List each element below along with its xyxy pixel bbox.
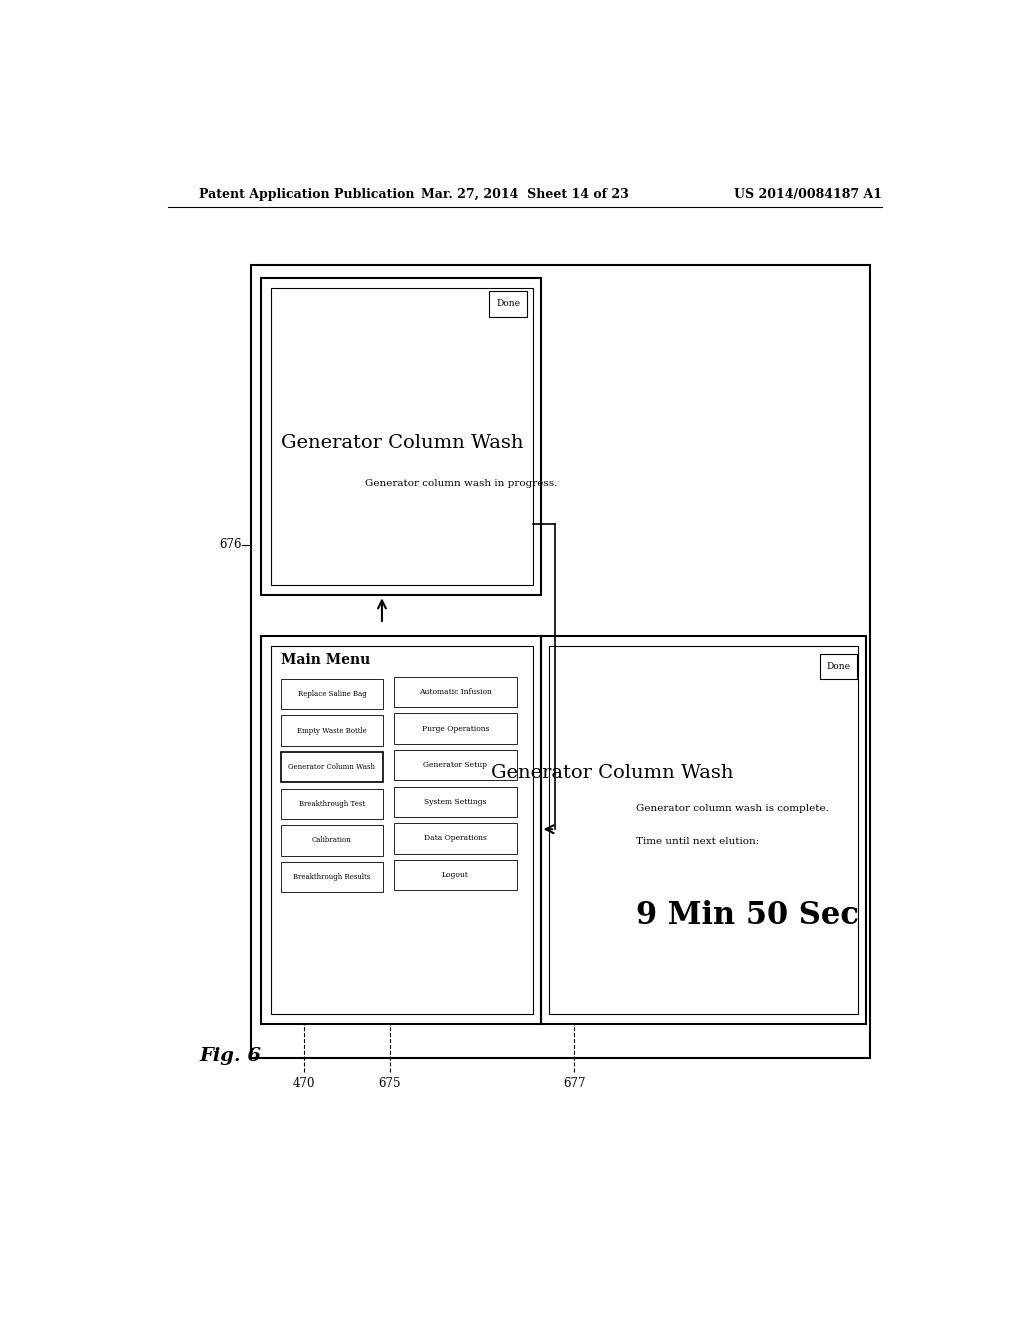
Text: Main Menu: Main Menu: [282, 652, 371, 667]
Text: Data Operations: Data Operations: [424, 834, 486, 842]
Text: Logout: Logout: [442, 871, 469, 879]
Bar: [261, 279, 541, 595]
Text: Empty Waste Bottle: Empty Waste Bottle: [297, 726, 367, 735]
Bar: [282, 862, 383, 892]
Text: Done: Done: [497, 300, 520, 309]
Text: Done: Done: [826, 663, 850, 671]
Bar: [820, 655, 856, 678]
Bar: [270, 647, 532, 1014]
Bar: [282, 715, 383, 746]
Text: Breakthrough Test: Breakthrough Test: [299, 800, 365, 808]
Text: 676: 676: [219, 539, 242, 552]
Bar: [549, 647, 858, 1014]
Text: Patent Application Publication: Patent Application Publication: [200, 187, 415, 201]
Bar: [394, 750, 517, 780]
Bar: [270, 289, 532, 585]
Text: Generator Column Wash: Generator Column Wash: [289, 763, 376, 771]
Text: 9 Min 50 Sec: 9 Min 50 Sec: [636, 900, 859, 931]
Bar: [251, 265, 870, 1057]
Text: 677: 677: [563, 1077, 586, 1090]
Text: Replace Saline Bag: Replace Saline Bag: [298, 690, 367, 698]
Text: 675: 675: [379, 1077, 401, 1090]
Text: Generator Column Wash: Generator Column Wash: [490, 764, 733, 783]
Bar: [394, 677, 517, 708]
Bar: [489, 290, 527, 317]
Bar: [282, 788, 383, 818]
Text: Generator column wash is complete.: Generator column wash is complete.: [636, 804, 828, 813]
Text: Generator Setup: Generator Setup: [423, 762, 487, 770]
Bar: [394, 824, 517, 854]
Text: Generator Column Wash: Generator Column Wash: [281, 434, 523, 451]
Text: 470: 470: [293, 1077, 315, 1090]
Text: Purge Operations: Purge Operations: [422, 725, 489, 733]
Text: US 2014/0084187 A1: US 2014/0084187 A1: [734, 187, 882, 201]
Bar: [261, 636, 541, 1024]
Text: Mar. 27, 2014  Sheet 14 of 23: Mar. 27, 2014 Sheet 14 of 23: [421, 187, 629, 201]
Text: Calibration: Calibration: [312, 837, 352, 845]
Bar: [282, 752, 383, 783]
Bar: [541, 636, 866, 1024]
Bar: [394, 859, 517, 890]
Bar: [282, 678, 383, 709]
Bar: [282, 825, 383, 855]
Text: Breakthrough Results: Breakthrough Results: [293, 873, 371, 880]
Text: System Settings: System Settings: [424, 797, 486, 805]
Bar: [394, 713, 517, 744]
Text: Fig. 6: Fig. 6: [200, 1047, 261, 1065]
Bar: [394, 787, 517, 817]
Text: Generator column wash in progress.: Generator column wash in progress.: [366, 479, 557, 488]
Text: Time until next elution:: Time until next elution:: [636, 837, 759, 846]
Text: Automatic Infusion: Automatic Infusion: [419, 688, 492, 696]
